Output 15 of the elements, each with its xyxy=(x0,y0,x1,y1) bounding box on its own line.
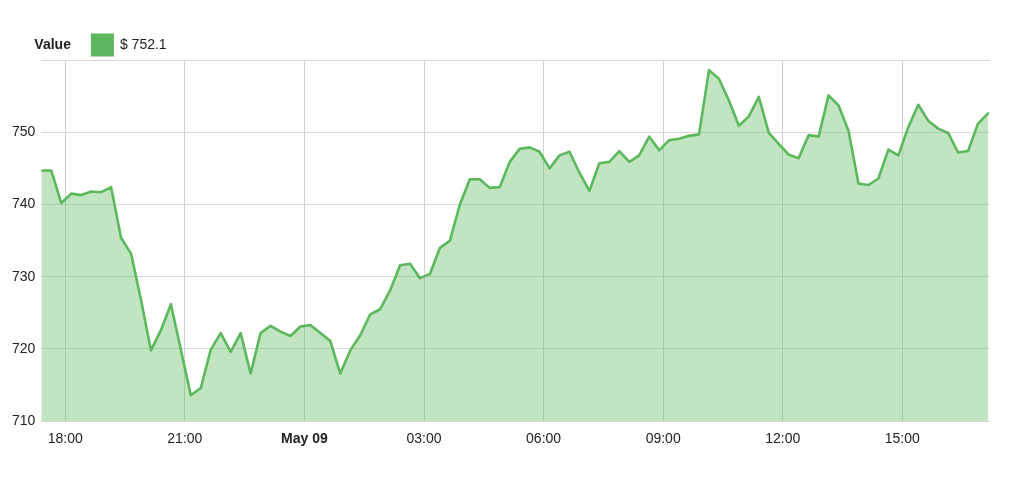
x-tick-label: May 09 xyxy=(281,430,328,447)
y-tick-label: 740 xyxy=(12,195,36,212)
x-tick-label: 03:00 xyxy=(406,430,442,447)
legend-label: $ 752.1 xyxy=(119,35,167,52)
legend-title: Value xyxy=(34,35,72,52)
x-tick-label: 09:00 xyxy=(645,430,681,447)
y-tick-label: 750 xyxy=(12,123,36,140)
x-tick-label: 06:00 xyxy=(526,430,562,447)
x-tick-label: 21:00 xyxy=(167,430,203,447)
x-tick-label: 15:00 xyxy=(884,430,921,447)
x-tick-label: 18:00 xyxy=(47,430,83,447)
x-tick-label: 12:00 xyxy=(765,430,801,447)
y-tick-label: 710 xyxy=(12,412,36,429)
y-tick-label: 730 xyxy=(12,267,36,284)
y-tick-label: 720 xyxy=(12,339,36,356)
